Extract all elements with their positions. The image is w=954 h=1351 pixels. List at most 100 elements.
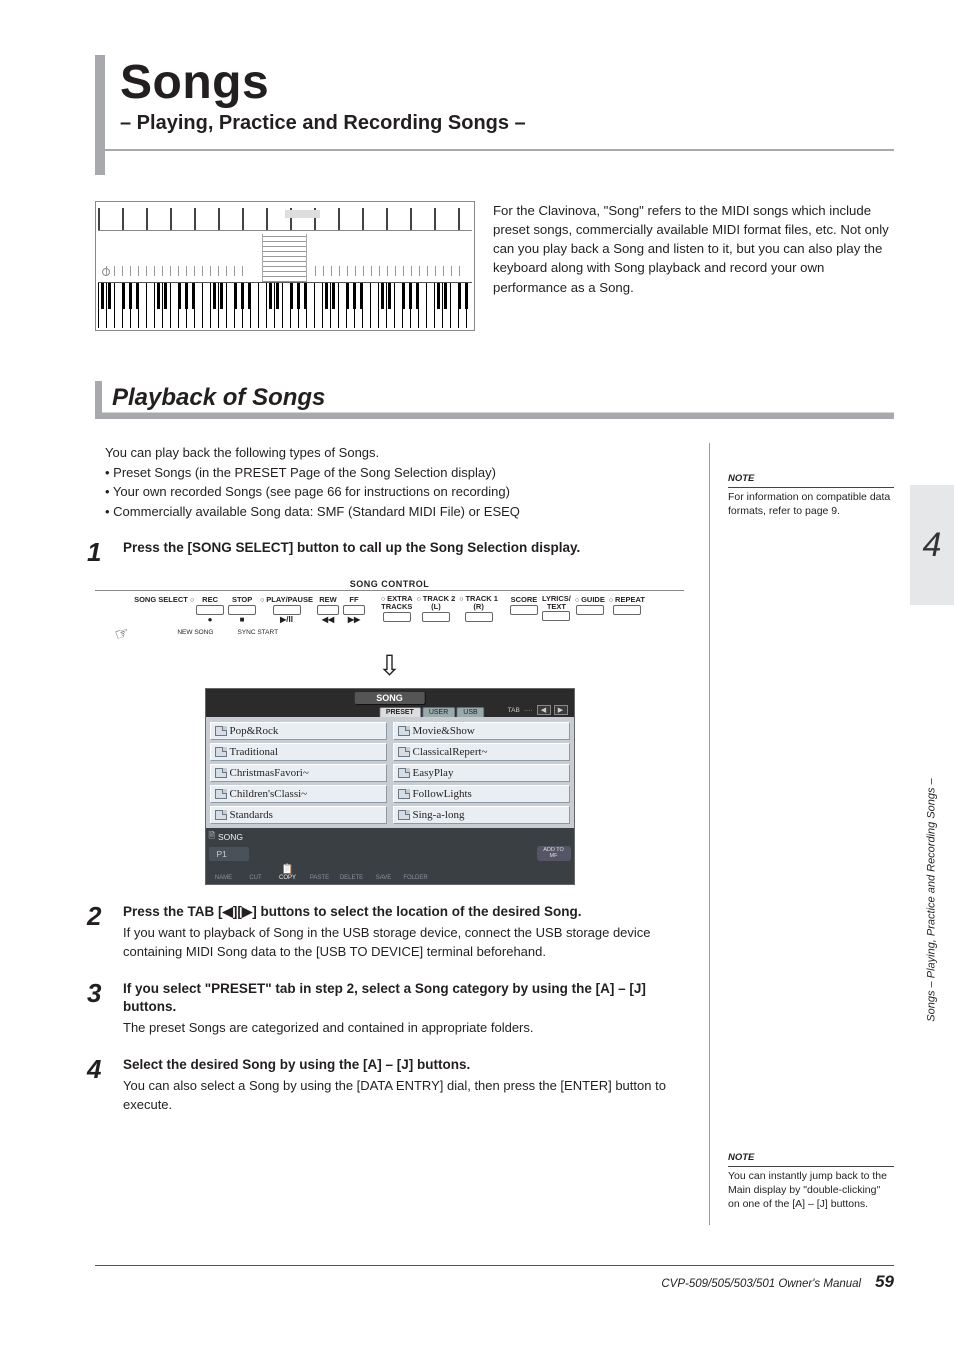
side-vertical-text: Songs – Playing, Practice and Recording … (922, 625, 942, 1175)
preset-item[interactable]: Standards (210, 806, 387, 824)
preset-item[interactable]: Pop&Rock (210, 722, 387, 740)
preset-item[interactable]: ChristmasFavori~ (210, 764, 387, 782)
step: 2 Press the TAB [◀][▶] buttons to select… (87, 903, 684, 962)
preset-item[interactable]: EasyPlay (393, 764, 570, 782)
tab-prev-icon[interactable]: ◀ (537, 705, 551, 715)
note-heading: NOTE (728, 473, 894, 488)
sc-button[interactable] (542, 611, 570, 621)
preset-item-label: FollowLights (413, 788, 472, 800)
tab-next-icon[interactable]: ▶ (554, 705, 568, 715)
chapter-subtitle: – Playing, Practice and Recording Songs … (120, 112, 894, 135)
page-number: 59 (875, 1272, 894, 1292)
bottom-btn[interactable]: PASTE (305, 863, 335, 881)
sc-button[interactable] (317, 605, 339, 615)
bottom-btn[interactable]: 📋COPY (273, 863, 303, 881)
title-underline (95, 149, 894, 151)
chapter-tab: 4 (910, 485, 954, 605)
folder-icon (215, 768, 227, 778)
sc-symbol: ■ (228, 615, 256, 624)
playback-intro: You can play back the following types of… (105, 443, 684, 463)
step-title: Press the TAB [◀][▶] buttons to select t… (123, 903, 684, 921)
sc-button-label: TRACK 1 (R) (465, 594, 498, 611)
folder-icon (398, 810, 410, 820)
folder-icon (398, 789, 410, 799)
sc-symbol: ● (196, 615, 224, 624)
song-control-label: SONG CONTROL (95, 579, 684, 589)
step: 4 Select the desired Song by using the [… (87, 1056, 684, 1115)
bottom-btn[interactable]: DELETE (337, 863, 367, 881)
step-title: If you select "PRESET" tab in step 2, se… (123, 980, 684, 1016)
step-desc: The preset Songs are categorized and con… (123, 1019, 684, 1038)
note-block: NOTE For information on compatible data … (728, 473, 894, 518)
step-desc: You can also select a Song by using the … (123, 1077, 684, 1115)
sc-symbol: ▶▶ (343, 615, 365, 624)
preset-item-label: Sing-a-long (413, 809, 465, 821)
sc-button-label: LYRICS/ TEXT (542, 595, 571, 610)
sc-sublabel: SYNC START (237, 629, 278, 644)
sc-symbol: ◀◀ (317, 615, 339, 624)
sc-button-label: FF (343, 595, 365, 604)
preset-tab[interactable]: USB (456, 707, 484, 717)
chapter-tab-number: 4 (923, 526, 942, 565)
preset-item[interactable]: Movie&Show (393, 722, 570, 740)
sc-button-label: GUIDE (581, 595, 605, 604)
sc-button[interactable] (465, 612, 493, 622)
sc-button-label: REW (317, 595, 339, 604)
preset-item-label: ClassicalRepert~ (413, 746, 488, 758)
bottom-btn[interactable]: CUT (241, 863, 271, 881)
sc-button[interactable] (422, 612, 450, 622)
folder-icon (215, 789, 227, 799)
sc-button[interactable] (383, 612, 411, 622)
page-footer: CVP-509/505/503/501 Owner's Manual 59 (95, 1265, 894, 1292)
folder-icon (215, 747, 227, 757)
step-number: 2 (87, 903, 113, 962)
section-heading: Playback of Songs (95, 381, 894, 419)
preset-tab[interactable]: USER (422, 707, 455, 717)
sc-button-label: STOP (228, 595, 256, 604)
playback-bullet: • Your own recorded Songs (see page 66 f… (105, 482, 684, 502)
sc-button-label: SONG SELECT (134, 595, 188, 604)
sc-button[interactable] (228, 605, 256, 615)
preset-item[interactable]: Traditional (210, 743, 387, 761)
sc-button[interactable] (613, 605, 641, 615)
playback-bullet: • Commercially available Song data: SMF … (105, 502, 684, 522)
step: 1 Press the [SONG SELECT] button to call… (87, 539, 684, 565)
preset-item[interactable]: Sing-a-long (393, 806, 570, 824)
bottom-btn[interactable]: FOLDER (401, 863, 431, 881)
bottom-btn[interactable]: NAME (209, 863, 239, 881)
preset-item-label: Pop&Rock (230, 725, 279, 737)
sc-button[interactable] (273, 605, 301, 615)
preset-item-label: Movie&Show (413, 725, 475, 737)
sc-button[interactable] (576, 605, 604, 615)
step-number: 3 (87, 980, 113, 1038)
preset-item[interactable]: ClassicalRepert~ (393, 743, 570, 761)
preset-item-label: ChristmasFavori~ (230, 767, 309, 779)
sc-button-label: SCORE (510, 595, 538, 604)
bottom-btn[interactable]: SAVE (369, 863, 399, 881)
step: 3 If you select "PRESET" tab in step 2, … (87, 980, 684, 1038)
folder-icon (398, 726, 410, 736)
preset-page-indicator[interactable]: P1 (209, 847, 249, 861)
preset-tab[interactable]: PRESET (379, 707, 421, 717)
note-heading: NOTE (728, 1152, 894, 1167)
sc-button[interactable] (343, 605, 365, 615)
add-to-button[interactable]: ADD TO MF (537, 846, 571, 861)
step-desc: If you want to playback of Song in the U… (123, 924, 684, 962)
intro-paragraph: For the Clavinova, "Song" refers to the … (493, 201, 894, 331)
step-title: Press the [SONG SELECT] button to call u… (123, 539, 684, 557)
sc-button[interactable] (196, 605, 224, 615)
preset-item-label: Traditional (230, 746, 279, 758)
sc-symbol: ▶/II (260, 615, 313, 624)
chapter-accent-bar (95, 55, 105, 175)
sc-button-label: REC (196, 595, 224, 604)
step-number: 4 (87, 1056, 113, 1115)
song-select-screenshot: SONG PRESET USER USB TAB ···· ◀ ▶ (205, 688, 575, 885)
song-control-figure: SONG CONTROL SONG SELECT REC● STOP■ PLAY… (95, 579, 684, 885)
sc-button-label: TRACK 2 (L) (423, 594, 456, 611)
sc-button[interactable] (510, 605, 538, 615)
preset-item-label: Children'sClassi~ (230, 788, 308, 800)
chapter-title: Songs (120, 55, 894, 110)
preset-item[interactable]: Children'sClassi~ (210, 785, 387, 803)
step-number: 1 (87, 539, 113, 565)
preset-item[interactable]: FollowLights (393, 785, 570, 803)
